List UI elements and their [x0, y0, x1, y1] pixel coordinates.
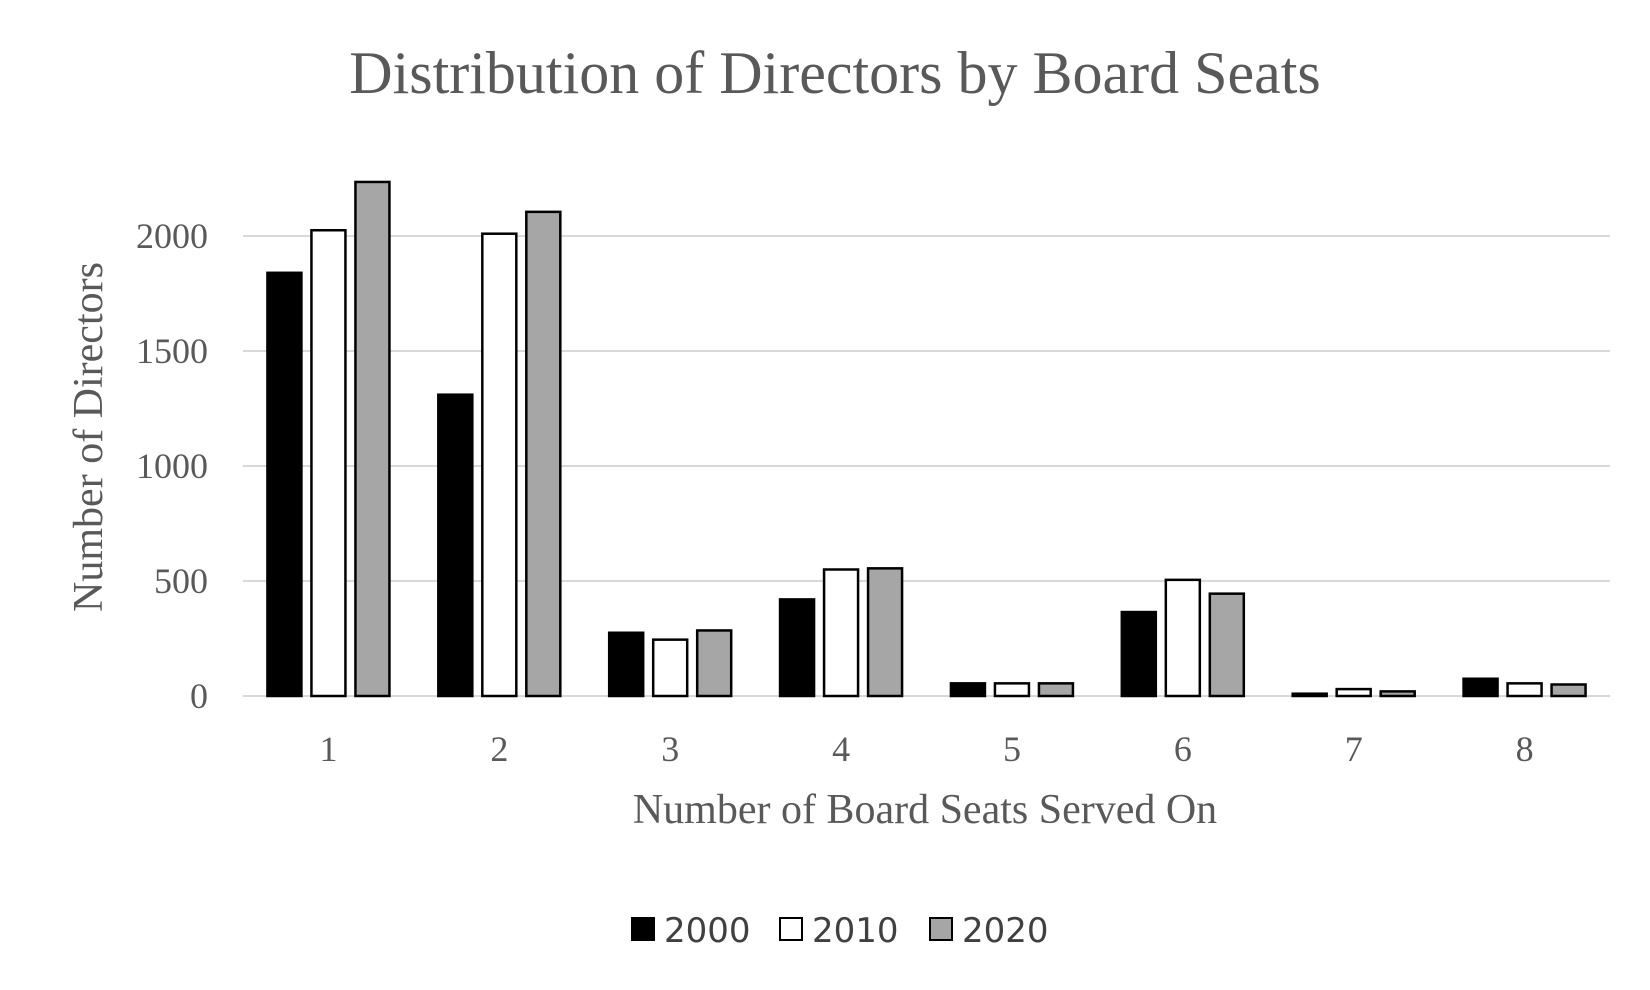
legend: 2000 2010 2020 [631, 911, 1049, 951]
bar-2010-6 [1164, 578, 1202, 698]
bar-2020-8 [1550, 683, 1587, 698]
bar-group-1 [266, 180, 391, 698]
bar-2010-4 [822, 568, 860, 698]
legend-label: 2000 [664, 911, 751, 951]
x-tick-label: 2 [490, 729, 508, 769]
bar-group-3 [607, 629, 733, 698]
bar-2000-5 [949, 682, 987, 698]
bar-group-5 [949, 682, 1075, 698]
bar-2000-6 [1120, 610, 1158, 698]
bar-2010-7 [1335, 687, 1372, 698]
bar-group-2 [437, 210, 562, 698]
x-axis-label: Number of Board Seats Served On [633, 787, 1217, 833]
bar-2010-5 [993, 682, 1031, 698]
y-tick-label: 500 [154, 561, 208, 601]
bar-2020-6 [1208, 592, 1246, 698]
bar-2000-4 [778, 598, 816, 698]
y-tick-label: 1500 [136, 331, 208, 371]
y-axis-ticks: 0 500 1000 1500 2000 [136, 216, 208, 716]
bar-2010-1 [310, 229, 347, 698]
bar-2000-8 [1462, 677, 1499, 698]
chart-title: Distribution of Directors by Board Seats [349, 40, 1321, 106]
x-tick-label: 4 [832, 729, 850, 769]
legend-label: 2020 [962, 911, 1049, 951]
legend-swatch [929, 917, 953, 941]
bar-2010-3 [651, 638, 689, 698]
bar-2020-5 [1037, 682, 1075, 698]
legend-swatch [631, 917, 655, 941]
x-tick-label: 6 [1174, 729, 1192, 769]
bar-group-8 [1462, 677, 1587, 698]
bar-2010-8 [1506, 682, 1543, 698]
bar-2000-3 [607, 631, 645, 698]
legend-label: 2010 [812, 911, 899, 951]
y-tick-label: 2000 [136, 216, 208, 256]
bar-2020-2 [525, 210, 562, 698]
legend-item-2010: 2010 [779, 911, 899, 951]
x-tick-label: 7 [1345, 729, 1363, 769]
x-tick-label: 8 [1516, 729, 1534, 769]
bar-2020-4 [866, 567, 904, 698]
x-tick-label: 1 [319, 729, 337, 769]
legend-item-2020: 2020 [929, 911, 1049, 951]
x-tick-label: 5 [1003, 729, 1021, 769]
bar-2000-2 [437, 393, 474, 698]
y-tick-label: 0 [190, 676, 208, 716]
bar-2000-1 [266, 271, 303, 698]
bar-2020-3 [695, 629, 733, 698]
bar-2020-7 [1379, 690, 1416, 698]
bar-group-7 [1291, 687, 1416, 698]
bar-group-6 [1120, 578, 1246, 698]
x-axis-ticks: 1 2 3 4 5 6 7 8 [319, 729, 1533, 769]
bar-2010-2 [481, 232, 518, 698]
y-tick-label: 1000 [136, 446, 208, 486]
x-tick-label: 3 [661, 729, 679, 769]
bar-group-4 [778, 567, 904, 698]
legend-item-2000: 2000 [631, 911, 751, 951]
y-axis-label: Number of Directors [66, 262, 112, 612]
legend-swatch [779, 917, 803, 941]
bar-2000-7 [1291, 692, 1328, 698]
bars [266, 180, 1587, 698]
bar-2020-1 [354, 180, 391, 698]
